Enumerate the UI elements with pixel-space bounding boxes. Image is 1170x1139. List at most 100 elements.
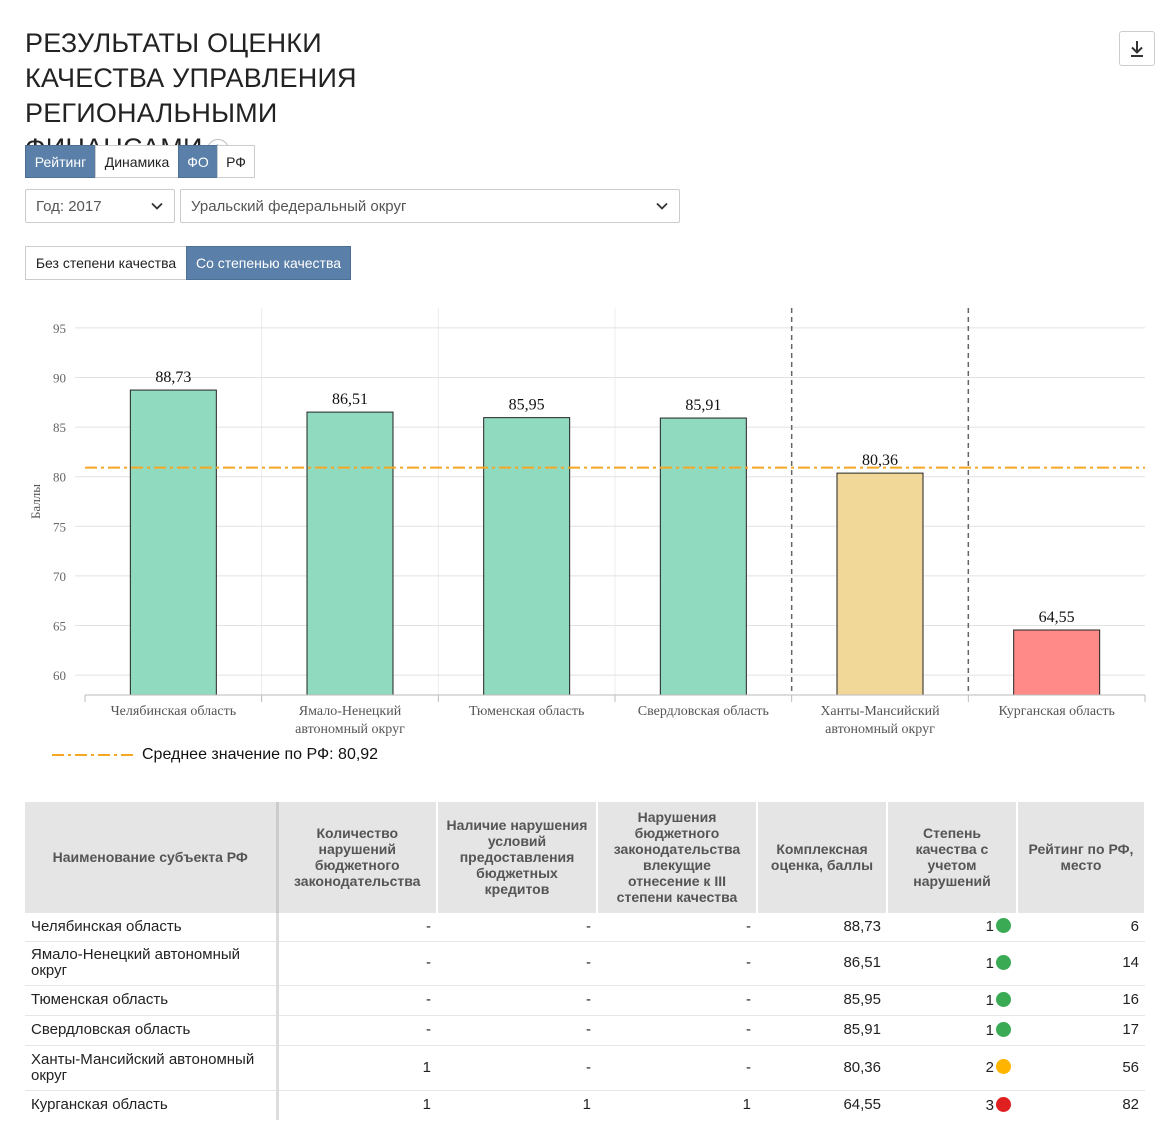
cell-credit: -: [437, 1014, 597, 1045]
cell-credit: 1: [437, 1089, 597, 1120]
col-header-credit: Наличие нарушения условий предоставления…: [437, 802, 598, 912]
cell-score: 85,95: [757, 984, 887, 1015]
cell-grade: 1: [887, 1014, 1017, 1045]
with-quality-button[interactable]: Со степенью качества: [186, 246, 351, 280]
district-select[interactable]: Уральский федеральный округ: [180, 189, 680, 223]
y-tick-label: 65: [53, 619, 66, 634]
cell-violations: -: [277, 1014, 437, 1045]
cell-grade: 2: [887, 1044, 1017, 1090]
tab-rating[interactable]: Рейтинг: [25, 145, 96, 178]
grade-value: 1: [985, 954, 994, 972]
cell-rank: 56: [1017, 1044, 1145, 1090]
cell-grade3: 1: [597, 1089, 757, 1120]
x-tick-label: Ямало-Ненецкий: [299, 704, 402, 719]
col-header-grade3: Нарушения бюджетного законодательства вл…: [597, 802, 758, 912]
cell-grade3: -: [597, 911, 757, 941]
y-tick-label: 75: [53, 519, 66, 534]
y-tick-label: 90: [53, 370, 66, 385]
y-tick-label: 95: [53, 321, 66, 336]
x-tick-label: автономный округ: [825, 722, 935, 737]
x-tick-label: Свердловская область: [638, 704, 769, 719]
grade-status-dot: [996, 1059, 1011, 1074]
cell-name: Курганская область: [25, 1089, 279, 1120]
download-icon: [1131, 40, 1143, 57]
cell-violations: -: [277, 984, 437, 1015]
cell-name: Свердловская область: [25, 1014, 279, 1045]
cell-credit: -: [437, 1044, 597, 1090]
grade-value: 1: [985, 991, 994, 1009]
cell-score: 80,36: [757, 1044, 887, 1090]
col-header-grade: Степень качества с учетом нарушений: [887, 802, 1018, 912]
cell-credit: -: [437, 984, 597, 1015]
chevron-down-icon: [656, 202, 668, 210]
tab-fo[interactable]: ФО: [178, 145, 218, 178]
without-quality-button[interactable]: Без степени качества: [25, 246, 187, 280]
x-tick-label: Курганская область: [998, 704, 1114, 719]
cell-name: Челябинская область: [25, 911, 279, 941]
cell-grade3: -: [597, 984, 757, 1015]
cell-rank: 6: [1017, 911, 1145, 941]
grade-status-dot: [996, 918, 1011, 933]
x-tick-label: Ханты-Мансийский: [820, 704, 940, 719]
grade-status-dot: [996, 954, 1011, 970]
y-tick-label: 70: [53, 569, 66, 584]
grade-value: 1: [985, 918, 994, 935]
col-header-score: Комплексная оценка, баллы: [757, 802, 888, 912]
bar: [1013, 629, 1101, 696]
cell-score: 64,55: [757, 1089, 887, 1120]
y-tick-label: 60: [53, 668, 66, 683]
bar-value-label: 86,51: [332, 391, 368, 408]
cell-rank: 16: [1017, 984, 1145, 1015]
x-tick-label: автономный округ: [295, 722, 405, 737]
col-header-rank: Рейтинг по РФ, место: [1017, 802, 1146, 912]
grade-status-dot: [996, 1096, 1011, 1112]
cell-rank: 82: [1017, 1089, 1145, 1120]
legend-average-label: Среднее значение по РФ: 80,92: [142, 746, 379, 763]
year-select[interactable]: Год: 2017: [25, 189, 175, 223]
cell-violations: 1: [277, 1089, 437, 1120]
table-header-row: Наименование субъекта РФ Количество нару…: [25, 802, 1146, 912]
y-tick-label: 80: [53, 470, 66, 485]
bar-value-label: 80,36: [862, 452, 898, 469]
district-select-value: Уральский федеральный округ: [191, 197, 407, 215]
cell-rank: 14: [1017, 940, 1145, 985]
grade-value: 2: [985, 1059, 994, 1076]
col-header-violations: Количество нарушений бюджетного законода…: [277, 802, 438, 912]
page-title-text: РЕЗУЛЬТАТЫ ОЦЕНКИ КАЧЕСТВА УПРАВЛЕНИЯ РЕ…: [25, 28, 357, 163]
year-select-value: Год: 2017: [36, 197, 102, 215]
cell-grade: 1: [887, 911, 1017, 941]
cell-name: Тюменская область: [25, 984, 279, 1015]
chart-legend: Среднее значение по РФ: 80,92: [52, 746, 378, 764]
tab-dynamics[interactable]: Динамика: [95, 145, 179, 178]
table-row: Ямало-Ненецкий автономный округ - - -86,51 1…: [25, 940, 1145, 985]
grade-value: 3: [985, 1096, 994, 1114]
bar-value-label: 88,73: [155, 369, 191, 386]
bar: [659, 417, 747, 696]
view-toggle-group: Рейтинг Динамика ФО РФ: [25, 145, 255, 178]
x-tick-label: Челябинская область: [111, 704, 237, 719]
cell-credit: -: [437, 911, 597, 941]
bar-value-label: 64,55: [1039, 609, 1075, 626]
cell-name: Ямало-Ненецкий автономный округ: [25, 940, 279, 985]
table-row: Курганская область 1 1 1 64,55 3 82: [25, 1089, 1145, 1120]
cell-score: 88,73: [757, 911, 887, 941]
cell-violations: -: [277, 940, 437, 985]
cell-violations: -: [277, 911, 437, 941]
table-row: Свердловская область - - -85,91 1 17: [25, 1014, 1145, 1045]
cell-grade3: -: [597, 940, 757, 985]
tab-rf[interactable]: РФ: [217, 145, 255, 178]
grade-status-dot: [996, 1021, 1011, 1037]
cell-grade: 3: [887, 1089, 1017, 1120]
cell-score: 86,51: [757, 940, 887, 985]
y-tick-label: 85: [53, 420, 66, 435]
bar-value-label: 85,95: [509, 397, 545, 414]
x-tick-label: Тюменская область: [469, 704, 584, 719]
download-button[interactable]: [1119, 31, 1155, 66]
cell-grade: 1: [887, 940, 1017, 985]
table-row: Тюменская область - - -85,95 1 16: [25, 984, 1145, 1015]
cell-grade3: -: [597, 1044, 757, 1090]
average-line-swatch: [52, 754, 134, 756]
bar: [306, 411, 394, 696]
results-table: Наименование субъекта РФ Количество нару…: [25, 802, 1146, 1120]
cell-grade: 1: [887, 984, 1017, 1015]
